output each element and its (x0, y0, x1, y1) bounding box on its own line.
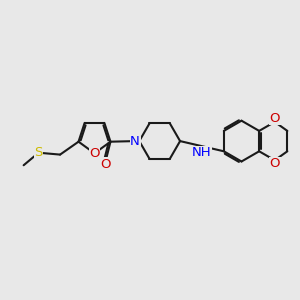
Text: O: O (269, 158, 280, 170)
Text: O: O (269, 112, 280, 125)
Text: O: O (89, 147, 100, 161)
Text: NH: NH (192, 146, 212, 159)
Text: N: N (130, 135, 140, 148)
Text: O: O (100, 158, 110, 171)
Text: S: S (34, 146, 43, 159)
